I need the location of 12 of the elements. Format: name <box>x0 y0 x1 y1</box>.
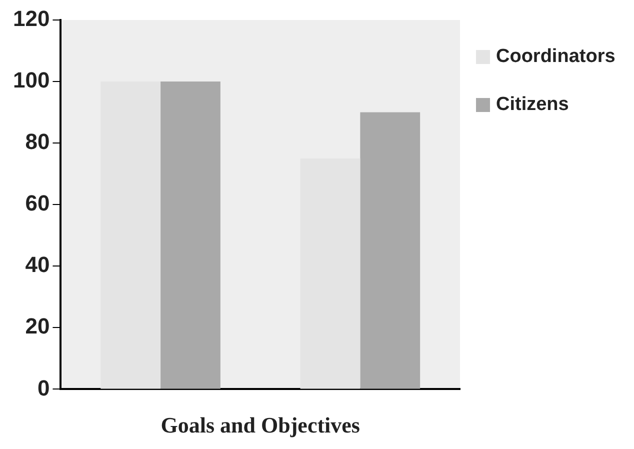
y-tick-label: 100 <box>12 68 50 93</box>
y-tick-label: 40 <box>25 252 50 278</box>
y-tick-label: 0 <box>37 375 50 400</box>
legend-label: Coordinators <box>496 46 616 68</box>
y-tick-label: 80 <box>25 129 50 154</box>
y-tick-label: 60 <box>25 190 50 216</box>
legend-label: Citizens <box>496 94 569 116</box>
x-axis-title: Goals and Objectives <box>160 412 360 438</box>
y-tick-label: 20 <box>25 314 50 339</box>
bar <box>160 82 220 389</box>
y-tick-label: 120 <box>12 6 50 32</box>
bar <box>360 112 420 389</box>
